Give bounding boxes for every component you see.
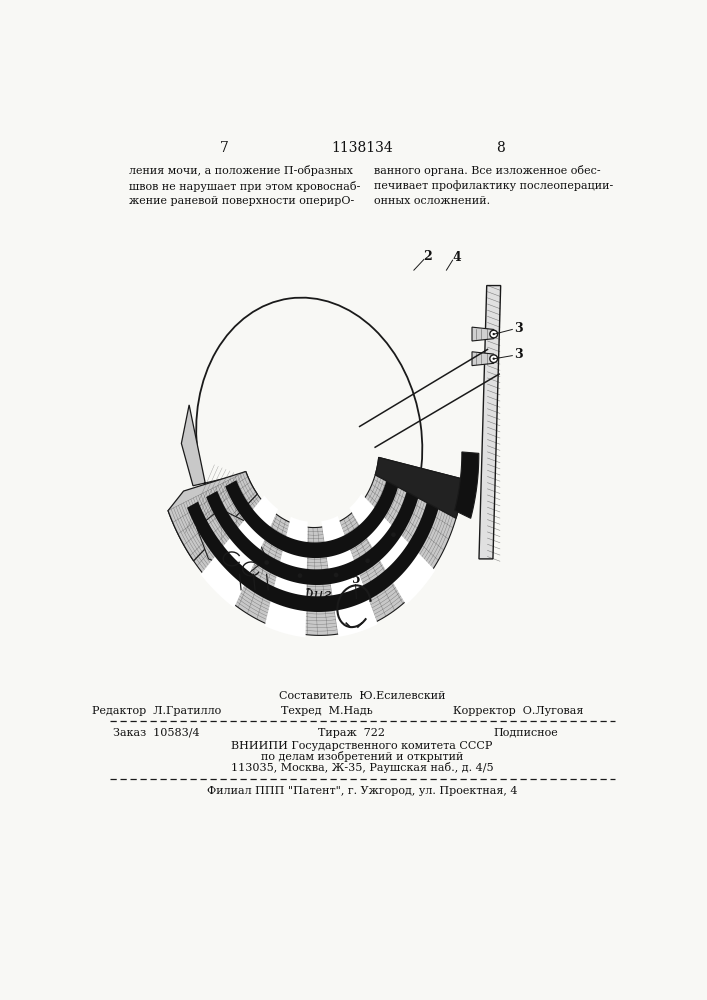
Text: Техред  М.Надь: Техред М.Надь [281, 706, 373, 716]
Polygon shape [182, 405, 238, 517]
Polygon shape [206, 470, 423, 585]
Text: Составитель  Ю.Есилевский: Составитель Ю.Есилевский [279, 691, 445, 701]
Circle shape [490, 330, 498, 338]
Text: Корректор  О.Луговая: Корректор О.Луговая [453, 706, 584, 716]
Text: Тираж  722: Тираж 722 [318, 728, 385, 738]
Polygon shape [349, 494, 435, 605]
Text: по делам изобретений и открытий: по делам изобретений и открытий [261, 751, 463, 762]
Circle shape [334, 573, 339, 577]
Text: 113035, Москва, Ж-35, Раушская наб., д. 4/5: 113035, Москва, Ж-35, Раушская наб., д. … [230, 762, 493, 773]
Polygon shape [168, 457, 464, 635]
Text: 3: 3 [514, 348, 522, 361]
Polygon shape [375, 457, 464, 518]
Polygon shape [168, 471, 257, 561]
Text: ванного органа. Все изложенное обес-
печивает профилактику послеоперации-
онных : ванного органа. Все изложенное обес- печ… [373, 165, 613, 206]
Polygon shape [322, 516, 378, 637]
Text: 7: 7 [221, 141, 229, 155]
Circle shape [493, 358, 495, 360]
Circle shape [298, 573, 303, 578]
Polygon shape [197, 509, 267, 574]
Polygon shape [479, 286, 501, 559]
Polygon shape [472, 327, 493, 341]
Circle shape [264, 560, 269, 565]
Text: 3: 3 [514, 322, 522, 335]
Circle shape [391, 532, 396, 537]
Polygon shape [187, 477, 445, 612]
Text: ВНИИПИ Государственного комитета СССР: ВНИИПИ Государственного комитета СССР [231, 741, 493, 751]
Polygon shape [226, 464, 402, 558]
Text: 1138134: 1138134 [331, 141, 393, 155]
Text: Заказ  10583/4: Заказ 10583/4 [113, 728, 200, 738]
Text: Подписное: Подписное [494, 728, 559, 738]
Polygon shape [264, 517, 308, 637]
Polygon shape [201, 495, 278, 608]
Text: Фиг. 2: Фиг. 2 [300, 588, 351, 602]
Polygon shape [455, 452, 479, 518]
Circle shape [490, 355, 498, 363]
Text: Редактор  Л.Гратилло: Редактор Л.Гратилло [92, 706, 221, 716]
Text: 8: 8 [496, 141, 505, 155]
Polygon shape [472, 352, 493, 366]
Text: 2: 2 [423, 250, 432, 263]
Text: 5: 5 [352, 573, 361, 586]
Text: 4: 4 [452, 251, 461, 264]
Circle shape [493, 333, 495, 335]
Text: Филиал ППП "Патент", г. Ужгород, ул. Проектная, 4: Филиал ППП "Патент", г. Ужгород, ул. Про… [206, 786, 518, 796]
Circle shape [366, 558, 370, 563]
Text: ления мочи, а положение П-образных
швов не нарушает при этом кровоснаб-
жение ра: ления мочи, а положение П-образных швов … [129, 165, 360, 206]
